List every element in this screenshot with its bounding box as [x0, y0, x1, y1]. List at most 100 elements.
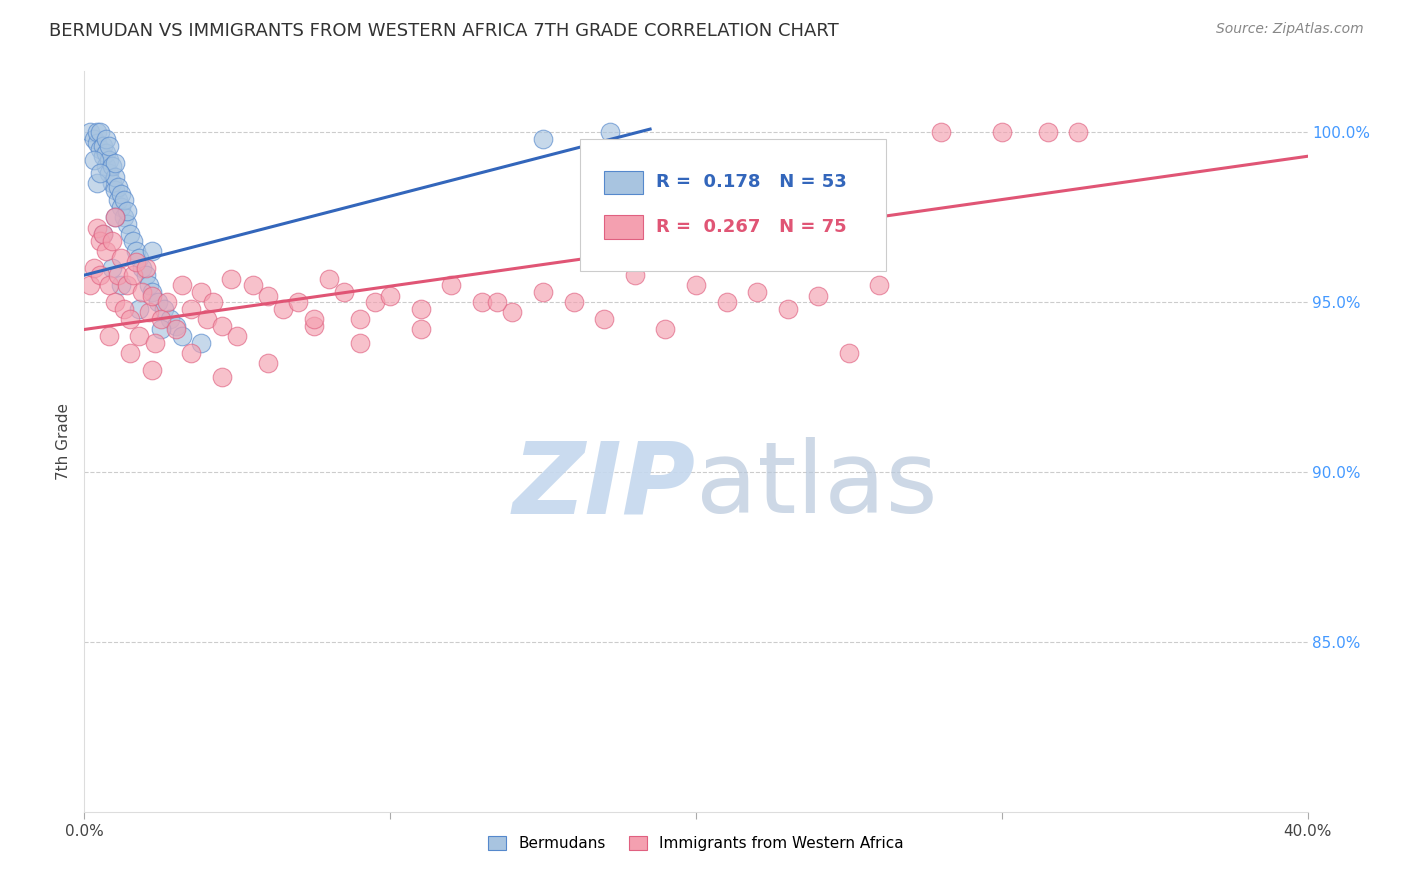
Point [165, 322, 187, 336]
Point [562, 295, 585, 310]
Point [104, 211, 127, 225]
Point [128, 251, 150, 265]
Point [110, 251, 132, 265]
Point [94, 132, 117, 146]
Point [97, 139, 120, 153]
Point [97, 166, 120, 180]
Point [104, 211, 127, 225]
Point [91, 227, 114, 242]
Point [991, 126, 1014, 140]
Point [1067, 126, 1090, 140]
Point [83, 132, 105, 146]
Point [364, 295, 387, 310]
FancyBboxPatch shape [579, 139, 886, 271]
Y-axis label: 7th Grade: 7th Grade [56, 403, 72, 480]
Point [79, 126, 101, 140]
Point [211, 370, 233, 384]
Point [91, 149, 114, 163]
Point [104, 183, 127, 197]
Point [219, 271, 242, 285]
Text: BERMUDAN VS IMMIGRANTS FROM WESTERN AFRICA 7TH GRADE CORRELATION CHART: BERMUDAN VS IMMIGRANTS FROM WESTERN AFRI… [49, 22, 839, 40]
Point [776, 302, 799, 317]
Point [131, 285, 153, 299]
Point [156, 295, 179, 310]
Point [869, 278, 891, 293]
Text: atlas: atlas [696, 437, 938, 534]
Point [654, 322, 676, 336]
Point [120, 346, 142, 360]
Point [89, 143, 111, 157]
Point [149, 312, 172, 326]
Point [593, 312, 616, 326]
Point [138, 305, 160, 319]
Point [112, 211, 135, 225]
Point [107, 179, 129, 194]
Point [1036, 126, 1059, 140]
Point [302, 319, 325, 334]
Point [135, 268, 157, 282]
Point [89, 268, 111, 282]
FancyBboxPatch shape [605, 215, 644, 239]
Point [97, 278, 120, 293]
Point [349, 312, 371, 326]
Point [502, 305, 524, 319]
Point [101, 234, 124, 248]
Point [91, 139, 114, 153]
Point [257, 356, 280, 370]
Point [107, 268, 129, 282]
Point [190, 336, 212, 351]
Point [115, 278, 138, 293]
Point [104, 169, 127, 184]
Point [349, 336, 371, 351]
Point [112, 194, 135, 208]
Point [101, 177, 124, 191]
Point [135, 261, 157, 276]
Point [97, 153, 120, 167]
Point [180, 302, 202, 317]
Text: Source: ZipAtlas.com: Source: ZipAtlas.com [1216, 22, 1364, 37]
Point [201, 295, 224, 310]
Point [120, 312, 142, 326]
Point [287, 295, 309, 310]
Point [333, 285, 356, 299]
Point [97, 329, 120, 343]
Point [104, 156, 127, 170]
Point [409, 322, 432, 336]
Point [211, 319, 233, 334]
Point [271, 302, 294, 317]
Point [807, 288, 830, 302]
Point [94, 145, 117, 160]
FancyBboxPatch shape [605, 170, 644, 194]
Point [86, 126, 108, 140]
Point [380, 288, 402, 302]
Point [120, 227, 142, 242]
Text: R =  0.267   N = 75: R = 0.267 N = 75 [655, 218, 846, 235]
Point [159, 312, 181, 326]
Point [94, 160, 117, 174]
Point [89, 166, 111, 180]
Point [89, 126, 111, 140]
Point [101, 160, 124, 174]
Point [302, 312, 325, 326]
Point [128, 302, 150, 317]
Point [86, 220, 108, 235]
Point [172, 329, 194, 343]
Point [440, 278, 463, 293]
Point [143, 336, 166, 351]
Point [146, 295, 169, 310]
Point [125, 244, 148, 259]
Point [716, 295, 738, 310]
Legend: Bermudans, Immigrants from Western Africa: Bermudans, Immigrants from Western Afric… [482, 830, 910, 857]
Point [110, 278, 132, 293]
Point [83, 261, 105, 276]
Point [257, 288, 280, 302]
Point [128, 329, 150, 343]
Point [747, 285, 769, 299]
Point [838, 346, 860, 360]
Point [226, 329, 249, 343]
Point [91, 227, 114, 242]
Point [122, 268, 145, 282]
Point [195, 312, 218, 326]
Point [89, 234, 111, 248]
Point [624, 268, 647, 282]
